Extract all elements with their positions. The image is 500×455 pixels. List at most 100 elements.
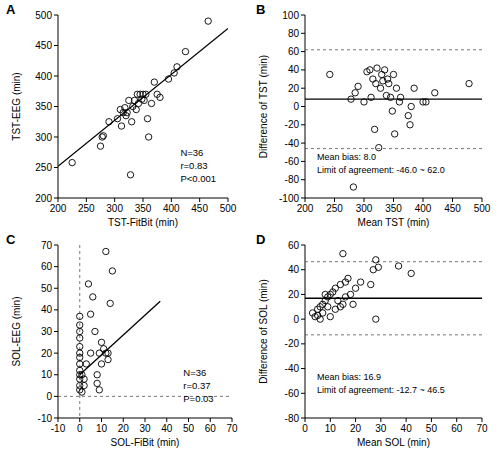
- point: [376, 144, 382, 150]
- point: [81, 376, 87, 382]
- annotation: Mean bias: 8.0: [317, 152, 376, 162]
- point: [77, 313, 83, 319]
- x-tick: [145, 418, 146, 422]
- point: [361, 99, 367, 105]
- y-tick: [301, 368, 305, 369]
- y-tick-label: 50: [41, 283, 53, 294]
- annotation: Limit of agreement: -12.7 ~ 46.5: [317, 385, 445, 395]
- y-tick: [54, 15, 58, 16]
- y-tick: [301, 143, 305, 144]
- point: [345, 275, 351, 281]
- point: [432, 90, 438, 96]
- x-tick: [423, 198, 424, 202]
- point: [357, 279, 363, 285]
- panel: B200250300350400450500-100-80-60-40-2002…: [256, 2, 491, 228]
- y-tick: [301, 198, 305, 199]
- y-tick: [301, 33, 305, 34]
- y-tick-label: 500: [35, 10, 52, 21]
- y-tick: [54, 245, 58, 246]
- x-tick-label: 250: [326, 203, 343, 214]
- y-tick-label: 250: [35, 162, 52, 173]
- annotation: P<0.001: [180, 173, 216, 184]
- x-tick: [364, 198, 365, 202]
- point: [368, 94, 374, 100]
- point: [77, 354, 83, 360]
- x-tick: [143, 198, 144, 202]
- y-tick-label: -10: [38, 413, 53, 424]
- point: [407, 122, 413, 128]
- point: [97, 143, 103, 149]
- y-tick-label: 0: [293, 314, 299, 325]
- x-tick-label: 10: [325, 423, 337, 434]
- y-tick: [54, 137, 58, 138]
- y-tick: [301, 179, 305, 180]
- point: [355, 83, 361, 89]
- y-tick-label: 40: [288, 64, 300, 75]
- limit-line: [305, 334, 482, 335]
- y-tick: [301, 69, 305, 70]
- y-tick: [301, 51, 305, 52]
- point: [145, 134, 151, 140]
- y-tick-label: -40: [285, 363, 300, 374]
- y-tick: [301, 161, 305, 162]
- x-tick-label: 50: [426, 423, 438, 434]
- y-tick-label: 0: [46, 391, 52, 402]
- x-tick: [188, 418, 189, 422]
- point: [98, 339, 104, 345]
- point: [94, 372, 100, 378]
- x-tick: [58, 418, 59, 422]
- point: [397, 94, 403, 100]
- x-tick: [232, 418, 233, 422]
- annotation: N=36: [180, 147, 203, 158]
- panel-label: D: [256, 232, 265, 247]
- point: [90, 294, 96, 300]
- point: [405, 112, 411, 118]
- y-tick: [301, 106, 305, 107]
- annotation: r=0.83: [180, 160, 207, 171]
- point: [77, 343, 83, 349]
- point: [375, 264, 381, 270]
- x-tick: [334, 198, 335, 202]
- y-tick-label: -20: [285, 338, 300, 349]
- point: [77, 335, 83, 341]
- x-tick-label: 20: [118, 423, 130, 434]
- x-tick-label: 50: [183, 423, 195, 434]
- point: [381, 67, 387, 73]
- annotation: P=0.03: [183, 393, 213, 404]
- y-tick: [54, 266, 58, 267]
- y-tick-label: 300: [35, 132, 52, 143]
- point: [327, 313, 333, 319]
- x-tick: [431, 418, 432, 422]
- x-tick-label: 500: [220, 203, 237, 214]
- point: [148, 100, 154, 106]
- point: [77, 322, 83, 328]
- point: [143, 91, 149, 97]
- x-tick-label: 500: [474, 203, 491, 214]
- x-tick-label: 0: [302, 423, 308, 434]
- x-tick: [228, 198, 229, 202]
- x-tick: [199, 198, 200, 202]
- x-tick: [393, 198, 394, 202]
- point: [373, 257, 379, 263]
- point: [368, 281, 374, 287]
- point: [350, 184, 356, 190]
- x-tick-label: 60: [205, 423, 217, 434]
- point: [114, 116, 120, 122]
- y-tick-label: 60: [41, 261, 53, 272]
- y-tick-label: 400: [35, 71, 52, 82]
- y-tick-label: -60: [285, 388, 300, 399]
- limit-line: [305, 49, 482, 50]
- point: [348, 96, 354, 102]
- x-tick-label: 400: [163, 203, 180, 214]
- panel-label: A: [6, 2, 16, 17]
- x-tick-label: 30: [375, 423, 387, 434]
- x-tick-label: 20: [350, 423, 362, 434]
- limit-line: [305, 148, 482, 149]
- point: [92, 328, 98, 334]
- annotation: N=36: [183, 367, 206, 378]
- point: [340, 250, 346, 256]
- point: [423, 99, 429, 105]
- x-tick-label: 10: [96, 423, 108, 434]
- point: [127, 172, 133, 178]
- point: [391, 131, 397, 137]
